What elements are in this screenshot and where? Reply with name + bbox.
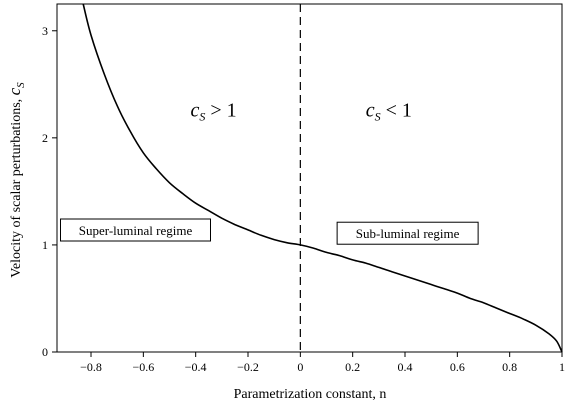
condition-rhs: 1 (402, 99, 412, 121)
cs-subscript: S (199, 109, 205, 123)
condition-rhs: 1 (227, 99, 237, 121)
super-luminal-box (59, 218, 211, 242)
y-tick-label: 1 (42, 238, 48, 252)
sub-luminal-box (336, 221, 479, 245)
x-tick-label: 0.2 (345, 360, 360, 374)
y-axis-title: Velocity of scalar perturbations, cS (5, 82, 27, 278)
y-axis-ticks: 0 1 2 3 (42, 24, 57, 359)
y-axis-title-symbol: c (5, 87, 24, 95)
sub-luminal-label: Sub-luminal regime (356, 226, 460, 241)
x-tick-label: −0.8 (80, 360, 102, 374)
series-line (82, 3, 563, 353)
x-tick-label: 0 (297, 360, 303, 374)
super-luminal-label: Super-luminal regime (79, 223, 193, 238)
x-tick-label: 0.6 (450, 360, 465, 374)
x-axis-title: Parametrization constant, n (234, 387, 387, 402)
y-tick-label: 3 (42, 24, 48, 38)
condition-label-subluminal: cS < 1 (366, 99, 412, 123)
x-tick-label: −0.4 (185, 360, 207, 374)
y-axis-title-subscript: S (15, 82, 27, 88)
x-tick-label: 0.4 (398, 360, 413, 374)
x-axis-ticks: −0.8 −0.6 −0.4 −0.2 0 0.2 0.4 0.6 0.8 1 (80, 352, 565, 374)
plot-frame (56, 3, 563, 353)
condition-operator: < (381, 99, 402, 121)
cs-symbol: c (190, 99, 199, 121)
y-tick-label: 2 (42, 131, 48, 145)
x-tick-label: 0.8 (502, 360, 517, 374)
cs-subscript: S (375, 109, 381, 123)
cs-symbol: c (366, 99, 375, 121)
condition-label-superluminal: cS > 1 (190, 99, 236, 123)
y-tick-label: 0 (42, 345, 48, 359)
condition-operator: > (205, 99, 226, 121)
y-axis-title-text: Velocity of scalar perturbations, (9, 95, 24, 277)
x-tick-label: 1 (559, 360, 565, 374)
x-tick-label: −0.6 (132, 360, 154, 374)
x-tick-label: −0.2 (237, 360, 259, 374)
